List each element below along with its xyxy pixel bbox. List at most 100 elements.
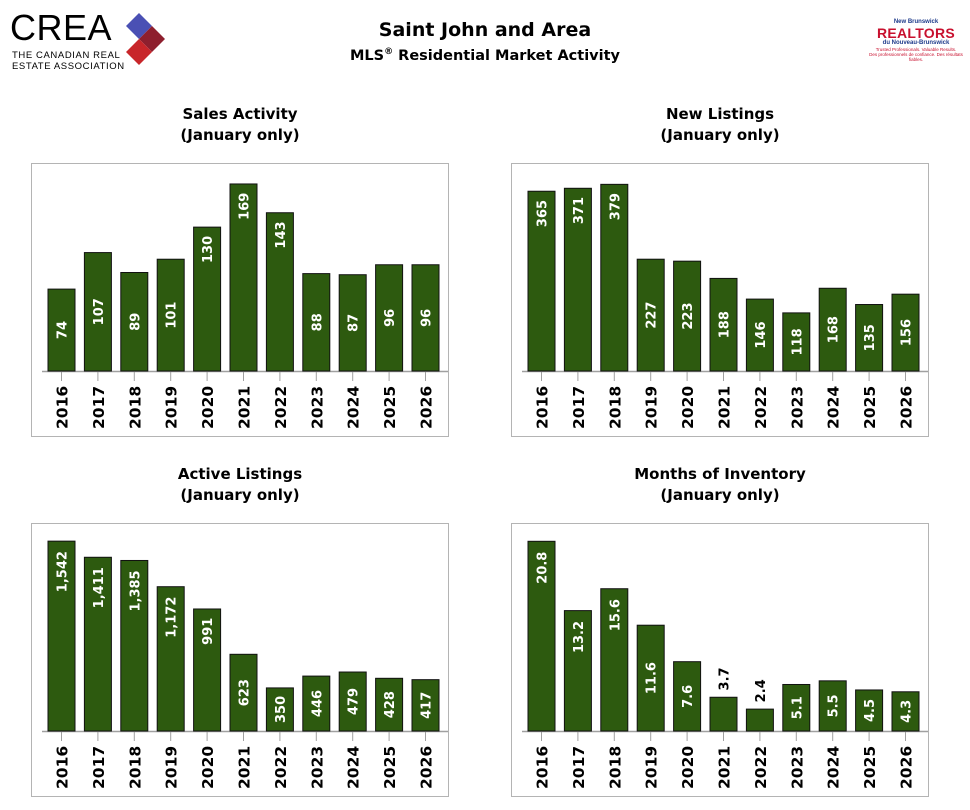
- bar-value-label: 379: [608, 193, 623, 220]
- x-tick-label: 2017: [570, 746, 588, 789]
- nb-realtors-logo: New Brunswick REALTORS du Nouveau-Brunsw…: [866, 19, 966, 62]
- bar-2025: [855, 689, 884, 732]
- x-tick-label: 2025: [381, 386, 399, 429]
- bar-2026: [891, 691, 920, 732]
- bar-value-label: 1,385: [128, 570, 143, 611]
- bar-value-label: 623: [238, 679, 253, 706]
- bar-2021: [229, 653, 258, 732]
- chart-active-listings: 1,542 2016 1,411 2017 1,385 2018 1,172 2019 991 2…: [31, 523, 449, 797]
- bar-value-label: 479: [347, 688, 362, 715]
- x-tick-label: 2021: [716, 746, 734, 789]
- bar-2023: [782, 312, 811, 372]
- bar-2022: [265, 687, 294, 732]
- x-tick-label: 2023: [308, 746, 326, 789]
- chart-subtitle: (January only): [660, 126, 780, 144]
- bar-2023: [302, 273, 331, 372]
- bar-value-label: 118: [790, 328, 805, 355]
- bar-2022: [745, 708, 774, 732]
- bar-2025: [855, 304, 884, 372]
- x-tick-label: 2026: [418, 746, 436, 789]
- bar-2019: [636, 624, 665, 732]
- bar-value-label: 15.6: [608, 599, 623, 631]
- bar-value-label: 1,542: [56, 551, 71, 592]
- registered-mark: ®: [384, 47, 394, 57]
- x-tick-label: 2024: [345, 386, 363, 429]
- bar-value-label: 1,172: [165, 597, 180, 638]
- x-tick-label: 2022: [752, 386, 770, 429]
- bar-value-label: 4.3: [900, 700, 915, 723]
- bar-2021: [709, 277, 738, 372]
- chart-title-active-listings: Active Listings (January only): [30, 464, 450, 506]
- bar-value-label: 107: [92, 298, 107, 325]
- bar-value-label: 168: [827, 316, 842, 343]
- bar-value-label: 227: [645, 302, 660, 329]
- x-tick-label: 2020: [199, 746, 217, 789]
- bar-2024: [818, 287, 847, 372]
- x-tick-label: 2025: [381, 746, 399, 789]
- bar-2026: [891, 293, 920, 372]
- x-tick-label: 2022: [272, 386, 290, 429]
- bar-value-label: 371: [572, 197, 587, 224]
- x-tick-label: 2017: [90, 746, 108, 789]
- bar-value-label: 13.2: [572, 621, 587, 653]
- bar-value-label: 2.4: [754, 679, 769, 702]
- x-tick-label: 2026: [898, 746, 916, 789]
- x-tick-label: 2026: [418, 386, 436, 429]
- crea-diamond-icon: [126, 13, 165, 65]
- bar-2016: [47, 288, 76, 372]
- subtitle-rest: Residential Market Activity: [393, 47, 620, 64]
- x-tick-label: 2023: [788, 746, 806, 789]
- chart-title-new-listings: New Listings (January only): [510, 104, 930, 146]
- bar-2018: [120, 559, 149, 732]
- bar-value-label: 4.5: [863, 699, 878, 722]
- bar-2019: [156, 258, 185, 372]
- crea-logo-tagline: THE CANADIAN REAL ESTATE ASSOCIATION: [12, 50, 125, 72]
- x-tick-label: 2022: [272, 746, 290, 789]
- realtors-logo-tag1: Trusted Professionals. Valuable Results.: [875, 47, 957, 52]
- x-tick-label: 2026: [898, 386, 916, 429]
- bar-2016: [527, 190, 556, 372]
- bar-value-label: 88: [310, 313, 325, 331]
- report-title: Saint John and Area: [378, 19, 592, 41]
- crea-logo: CREA THE CANADIAN REAL ESTATE ASSOCIATIO…: [10, 10, 165, 72]
- bar-value-label: 188: [718, 311, 733, 338]
- bar-2020: [193, 608, 222, 732]
- bar-value-label: 87: [347, 314, 362, 332]
- x-tick-label: 2023: [788, 386, 806, 429]
- bar-value-label: 96: [383, 309, 398, 327]
- bar-value-label: 350: [274, 696, 289, 723]
- bar-2017: [563, 187, 592, 372]
- x-tick-label: 2021: [236, 386, 254, 429]
- bar-2019: [156, 586, 185, 732]
- x-tick-label: 2025: [861, 746, 879, 789]
- x-tick-label: 2016: [54, 746, 72, 789]
- bar-value-label: 74: [56, 321, 71, 339]
- bar-value-label: 428: [383, 691, 398, 718]
- bar-value-label: 991: [201, 618, 216, 645]
- bar-2018: [600, 588, 629, 732]
- bar-value-label: 223: [681, 303, 696, 330]
- x-tick-label: 2022: [752, 746, 770, 789]
- bar-2023: [302, 675, 331, 732]
- x-tick-label: 2018: [606, 386, 624, 429]
- bar-2022: [265, 212, 294, 372]
- chart-title: New Listings: [665, 105, 775, 123]
- x-tick-label: 2024: [345, 746, 363, 789]
- x-tick-label: 2020: [679, 746, 697, 789]
- bar-2016: [527, 540, 556, 732]
- bar-2026: [411, 679, 440, 732]
- chart-title-sales-activity: Sales Activity (January only): [30, 104, 450, 146]
- realtors-logo-tag2: Des professionnels de confiance. Des rés…: [869, 52, 963, 62]
- bar-value-label: 5.5: [827, 694, 842, 717]
- x-tick-label: 2024: [825, 746, 843, 789]
- x-tick-label: 2021: [236, 746, 254, 789]
- bar-2018: [120, 272, 149, 372]
- chart-canvas: 20.8 2016 13.2 2017 15.6 2018 11.6 2019 7.6 2020 3…: [522, 540, 928, 789]
- crea-tagline-line2: ESTATE ASSOCIATION: [12, 61, 125, 72]
- bar-2026: [411, 264, 440, 372]
- chart-subtitle: (January only): [180, 486, 300, 504]
- x-tick-label: 2019: [643, 746, 661, 789]
- chart-canvas: 74 2016 107 2017 89 2018 101 2019 130 2020 169 2021…: [42, 183, 448, 429]
- chart-canvas: 365 2016 371 2017 379 2018 227 2019 223 2020 188 20…: [522, 183, 928, 429]
- bar-value-label: 20.8: [536, 552, 551, 584]
